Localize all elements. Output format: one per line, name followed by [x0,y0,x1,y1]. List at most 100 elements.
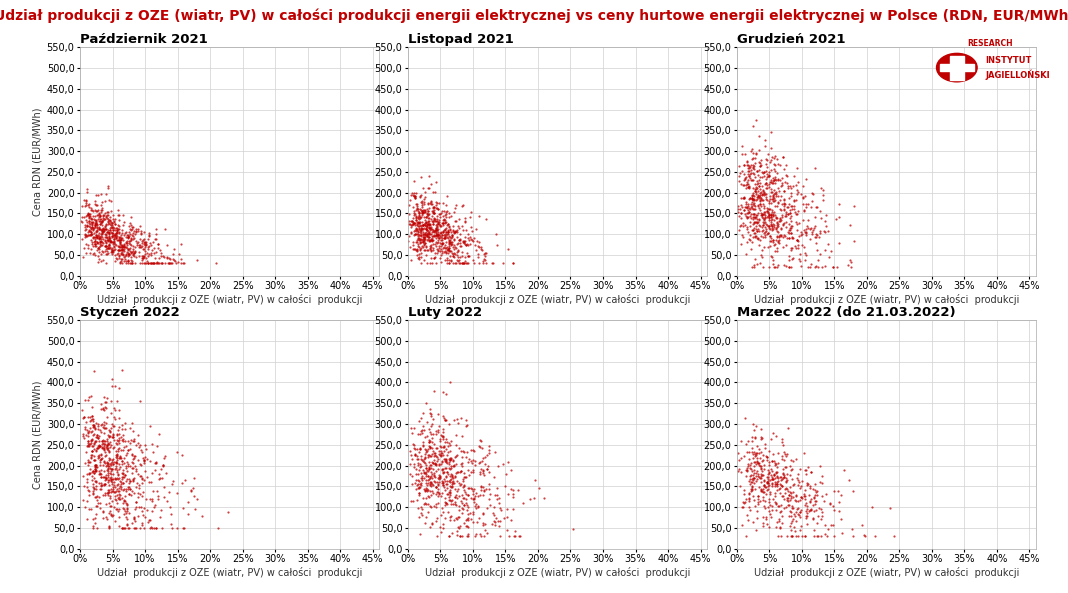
Text: Udział produkcji z OZE (wiatr, PV) w całości produkcji energii elektrycznej vs c: Udział produkcji z OZE (wiatr, PV) w cał… [0,9,1068,23]
Point [758,155,775,165]
Point [82,416,99,425]
Point [785,479,802,488]
Point [109,231,126,241]
Point [808,490,826,499]
Point [768,471,785,480]
Point [832,490,849,499]
Point [802,263,819,272]
Point [412,508,429,518]
Point [110,211,127,220]
Point [442,377,459,386]
Point [402,195,419,205]
Point [802,505,819,514]
Point [116,251,134,260]
Point [434,464,451,473]
Point [99,216,116,225]
Point [127,247,144,257]
Point [435,468,452,477]
Point [487,229,504,239]
Point [109,449,126,458]
Point [98,418,115,428]
Point [95,443,112,452]
Point [822,247,839,256]
Point [87,437,104,447]
Point [742,244,759,253]
Point [128,228,145,237]
Point [132,471,150,480]
Point [429,454,446,464]
Point [750,214,767,224]
Point [110,405,127,415]
Point [106,487,123,496]
Point [795,216,812,225]
Point [131,240,148,250]
Point [792,262,810,271]
Point [93,205,110,215]
Point [471,442,488,452]
Point [736,413,753,423]
Point [130,248,147,257]
Point [113,245,130,254]
Point [451,259,468,268]
Point [130,511,147,521]
Point [742,161,759,170]
Point [407,244,424,254]
Point [443,479,460,489]
Point [94,238,111,248]
Point [427,517,444,526]
Point [481,480,498,489]
Point [425,387,442,396]
Point [77,222,94,232]
Point [839,260,857,269]
Point [438,416,455,425]
Point [430,243,447,252]
Point [419,432,436,441]
Point [78,184,95,193]
Point [750,192,767,202]
Point [776,462,794,471]
Point [760,210,778,219]
Point [121,489,138,499]
Point [782,506,799,515]
Point [748,448,765,458]
Point [143,248,160,257]
Point [430,234,447,243]
Point [447,526,465,535]
Point [772,215,789,225]
Point [813,479,830,488]
Point [428,229,445,238]
Point [108,458,125,467]
Point [737,212,754,221]
Point [773,454,790,463]
Point [782,189,799,198]
Point [806,496,823,506]
Point [745,195,763,204]
Point [450,512,467,522]
Point [425,448,442,458]
Point [743,484,760,493]
Point [844,487,861,496]
Point [91,468,108,477]
Point [768,472,785,482]
Point [760,182,778,192]
Point [454,431,471,441]
Point [792,521,810,530]
Point [425,455,442,464]
Point [741,183,758,192]
Point [745,218,763,227]
Point [82,227,99,237]
Point [433,235,450,244]
Point [509,485,527,495]
Point [498,525,515,535]
Point [111,462,128,471]
Point [107,492,124,501]
Point [756,503,773,513]
Point [412,461,429,470]
Point [423,467,440,477]
Point [423,235,440,244]
Point [125,476,142,485]
Point [419,231,436,241]
Point [424,236,441,246]
Point [98,211,115,220]
Point [439,227,456,237]
